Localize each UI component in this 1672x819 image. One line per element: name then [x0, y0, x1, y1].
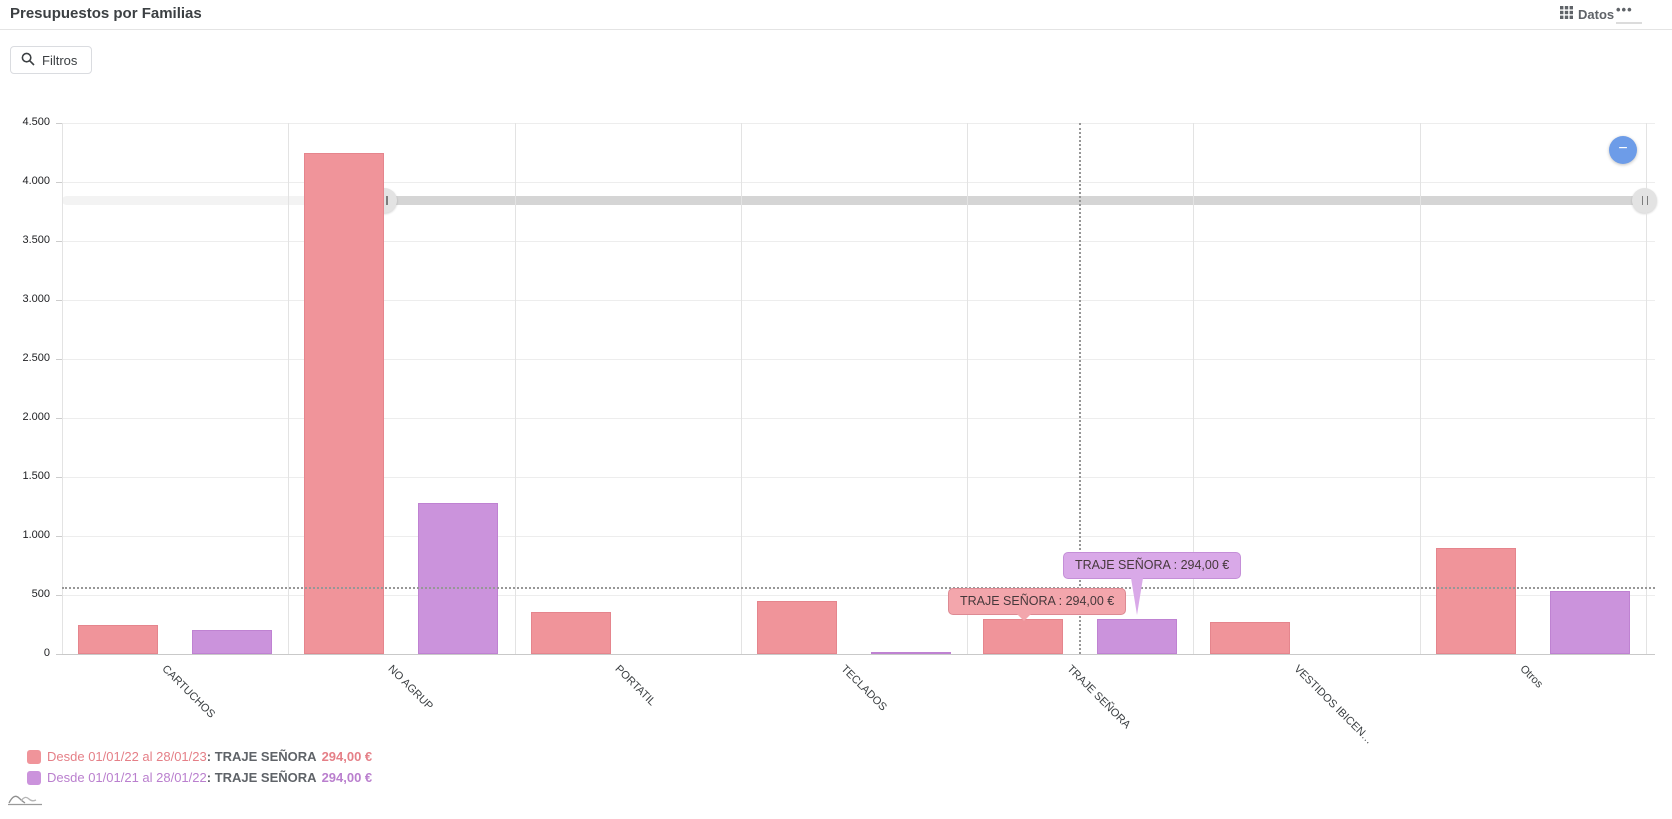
bar[interactable]: [1435, 547, 1516, 654]
y-axis-tick-label: 500: [31, 588, 50, 600]
y-axis-tick-label: 2.500: [22, 352, 50, 364]
y-axis-tick: [56, 418, 62, 419]
filters-button[interactable]: Filtros: [10, 46, 93, 74]
gridline-h: [62, 418, 1655, 419]
y-axis-tick: [56, 359, 62, 360]
x-axis-label: PORTATIL: [612, 663, 658, 709]
gridline-h: [62, 359, 1655, 360]
zoom-out-button[interactable]: −: [1609, 136, 1637, 164]
legend-series-name: : TRAJE SEÑORA: [206, 749, 317, 764]
tooltip-series-2: TRAJE SEÑORA : 294,00 €: [1063, 552, 1242, 615]
bar[interactable]: [871, 652, 951, 654]
bar[interactable]: [1209, 622, 1290, 654]
bar[interactable]: [983, 619, 1064, 654]
bar[interactable]: [757, 600, 837, 654]
y-axis-tick: [56, 241, 62, 242]
x-axis-label: TRAJE SEÑORA: [1064, 663, 1133, 732]
bar[interactable]: [418, 502, 499, 654]
legend-item[interactable]: Desde 01/01/21 al 28/01/22: TRAJE SEÑORA…: [27, 767, 372, 788]
datos-button[interactable]: Datos: [1560, 6, 1614, 22]
y-axis-tick-label: 3.500: [22, 234, 50, 246]
datos-label: Datos: [1578, 6, 1615, 22]
gridline-h: [62, 241, 1655, 242]
y-axis-tick-label: 2.000: [22, 411, 50, 423]
crosshair-horizontal: [62, 586, 1655, 589]
gridline-h: [62, 595, 1655, 596]
legend-value: 294,00 €: [321, 770, 373, 785]
bar[interactable]: [1097, 619, 1178, 654]
more-options-underline: [1616, 22, 1642, 24]
x-axis-label: NO AGRUP: [385, 663, 436, 713]
y-axis-tick: [56, 595, 62, 596]
gridline-h: [62, 477, 1655, 478]
bar[interactable]: [192, 630, 273, 654]
legend-swatch: [27, 770, 41, 785]
bar[interactable]: [304, 152, 385, 654]
gridline-h: [62, 654, 1655, 655]
area-chart-icon: [8, 790, 54, 811]
gridline-h: [62, 300, 1655, 301]
zoom-range-slider[interactable]: [0, 90, 1672, 213]
tooltip-series-1: TRAJE SEÑORA : 294,00 €: [948, 588, 1127, 621]
slider-handle-right[interactable]: [1632, 188, 1657, 213]
y-axis-tick-label: 0: [43, 647, 50, 659]
legend-swatch: [27, 749, 41, 764]
y-axis-tick-label: 1.000: [22, 529, 50, 541]
x-axis-label: CARTUCHOS: [159, 663, 218, 721]
y-axis-tick: [56, 182, 62, 183]
slider-track-outside[interactable]: [62, 196, 385, 205]
grid-icon: [1560, 6, 1573, 22]
y-axis-tick: [56, 477, 62, 478]
y-axis-tick: [56, 536, 62, 537]
gridline-h: [62, 536, 1655, 537]
chart-legend: Desde 01/01/22 al 28/01/23: TRAJE SEÑORA…: [27, 746, 372, 788]
filters-label: Filtros: [42, 52, 78, 68]
x-axis-label: TECLADOS: [838, 663, 889, 714]
x-axis-label: VESTIDOS IBICEN…: [1291, 663, 1375, 747]
bar[interactable]: [530, 612, 611, 654]
x-axis-label: Otros: [1517, 663, 1545, 691]
more-options-button[interactable]: •••: [1616, 2, 1633, 17]
y-axis-tick-label: 1.500: [22, 470, 50, 482]
legend-range: Desde 01/01/21 al 28/01/22: [47, 770, 207, 785]
page-title: Presupuestos por Familias: [10, 5, 202, 22]
y-axis-tick: [56, 654, 62, 655]
y-axis-tick-label: 3.000: [22, 293, 50, 305]
bar[interactable]: [78, 625, 159, 654]
y-axis-tick: [56, 300, 62, 301]
search-icon: [21, 52, 35, 69]
gridline-h: [62, 182, 1655, 183]
y-axis-tick-label: 4.000: [22, 175, 50, 187]
bar[interactable]: [1549, 590, 1630, 654]
widget-header: Presupuestos por Familias Datos •••: [0, 0, 1672, 30]
legend-value: 294,00 €: [321, 749, 373, 764]
legend-item[interactable]: Desde 01/01/22 al 28/01/23: TRAJE SEÑORA…: [27, 746, 372, 767]
legend-series-name: : TRAJE SEÑORA: [206, 770, 317, 785]
slider-track-selected[interactable]: [385, 196, 1645, 205]
legend-range: Desde 01/01/22 al 28/01/23: [47, 749, 207, 764]
